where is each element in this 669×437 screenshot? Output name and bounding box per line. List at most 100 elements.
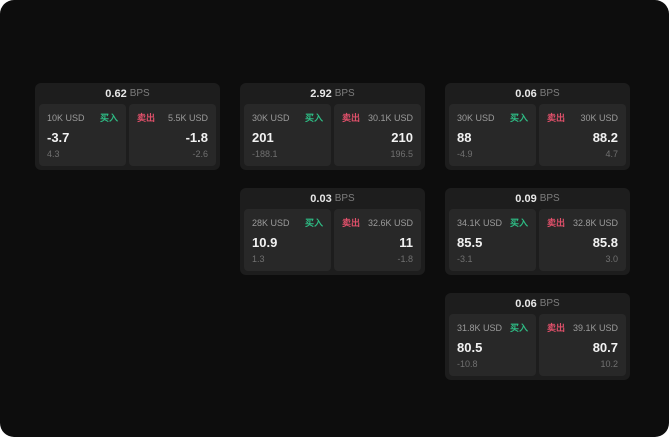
sell-panel-header: 卖出 30.1K USD	[342, 111, 413, 124]
quote-card: 0.06 BPS 31.8K USD 买入 80.5 -10.8 卖出 39.1…	[445, 293, 630, 380]
buy-side-label: 买入	[99, 113, 118, 123]
sell-price: 80.7	[592, 339, 618, 355]
quote-card: 0.09 BPS 34.1K USD 买入 85.5 -3.1 卖出 32.8K…	[445, 188, 630, 275]
buy-price: 88	[457, 129, 472, 145]
buy-sub-value: 4.3	[47, 149, 60, 159]
spread-value: 0.06	[515, 297, 537, 310]
buy-panel-header: 34.1K USD 买入	[457, 216, 528, 229]
sell-amount: 30.1K USD	[367, 112, 413, 123]
buy-panel-header: 30K USD 买入	[252, 111, 323, 124]
buy-price: 201	[252, 129, 274, 145]
buy-amount: 31.8K USD	[457, 322, 503, 333]
sell-panel-header: 卖出 32.8K USD	[547, 216, 618, 229]
spread-value: 0.09	[515, 192, 537, 205]
quote-panels: 10K USD 买入 -3.7 4.3 卖出 5.5K USD -1.8 -2.…	[39, 104, 216, 166]
buy-side-label: 买入	[509, 323, 528, 333]
sell-amount: 30K USD	[580, 112, 618, 123]
buy-panel-header: 30K USD 买入	[457, 111, 528, 124]
buy-amount: 30K USD	[252, 112, 290, 123]
spread-unit-label: BPS	[539, 88, 560, 99]
sell-panel-header: 卖出 32.6K USD	[342, 216, 413, 229]
sell-sub-value: 196.5	[390, 149, 413, 159]
spread-unit-label: BPS	[539, 298, 560, 309]
sell-side-label: 卖出	[137, 113, 156, 123]
sell-panel[interactable]: 卖出 32.8K USD 85.8 3.0	[539, 209, 626, 271]
buy-panel[interactable]: 28K USD 买入 10.9 1.3	[244, 209, 331, 271]
sell-side-label: 卖出	[547, 218, 566, 228]
sell-panel[interactable]: 卖出 30K USD 88.2 4.7	[539, 104, 626, 166]
buy-amount: 10K USD	[47, 112, 85, 123]
quotes-grid: 0.62 BPS 10K USD 买入 -3.7 4.3 卖出 5.5K USD…	[35, 83, 630, 380]
sell-side-label: 卖出	[342, 113, 361, 123]
buy-panel-header: 10K USD 买入	[47, 111, 118, 124]
buy-amount: 28K USD	[252, 217, 290, 228]
quote-panels: 31.8K USD 买入 80.5 -10.8 卖出 39.1K USD 80.…	[449, 314, 626, 376]
spread-unit-label: BPS	[129, 88, 150, 99]
buy-price: 80.5	[457, 339, 483, 355]
buy-sub-value: 1.3	[252, 254, 265, 264]
buy-panel[interactable]: 34.1K USD 买入 85.5 -3.1	[449, 209, 536, 271]
sell-sub-value: 10.2	[600, 359, 618, 369]
sell-amount: 5.5K USD	[167, 112, 208, 123]
buy-sub-value: -3.1	[457, 254, 473, 264]
sell-sub-value: -2.6	[192, 149, 208, 159]
buy-sub-value: -4.9	[457, 149, 473, 159]
spread-header: 0.62 BPS	[39, 83, 216, 104]
buy-price: 85.5	[457, 234, 483, 250]
buy-side-label: 买入	[509, 218, 528, 228]
sell-price: 11	[399, 234, 413, 250]
buy-amount: 30K USD	[457, 112, 495, 123]
spread-value: 2.92	[310, 87, 332, 100]
buy-panel-header: 28K USD 买入	[252, 216, 323, 229]
sell-sub-value: 4.7	[605, 149, 618, 159]
buy-side-label: 买入	[509, 113, 528, 123]
buy-price: 10.9	[252, 234, 278, 250]
sell-price: 85.8	[592, 234, 618, 250]
buy-price: -3.7	[47, 129, 70, 145]
sell-sub-value: -1.8	[397, 254, 413, 264]
quote-card: 0.62 BPS 10K USD 买入 -3.7 4.3 卖出 5.5K USD…	[35, 83, 220, 170]
buy-panel-header: 31.8K USD 买入	[457, 321, 528, 334]
sell-sub-value: 3.0	[605, 254, 618, 264]
spread-header: 0.03 BPS	[244, 188, 421, 209]
buy-sub-value: -10.8	[457, 359, 478, 369]
buy-panel[interactable]: 31.8K USD 买入 80.5 -10.8	[449, 314, 536, 376]
spread-header: 0.09 BPS	[449, 188, 626, 209]
spread-unit-label: BPS	[539, 193, 560, 204]
spread-value: 0.62	[105, 87, 127, 100]
sell-panel-header: 卖出 30K USD	[547, 111, 618, 124]
spread-header: 0.06 BPS	[449, 293, 626, 314]
buy-sub-value: -188.1	[252, 149, 278, 159]
quote-panels: 30K USD 买入 88 -4.9 卖出 30K USD 88.2 4.7	[449, 104, 626, 166]
buy-side-label: 买入	[304, 218, 323, 228]
spread-header: 2.92 BPS	[244, 83, 421, 104]
sell-amount: 39.1K USD	[572, 322, 618, 333]
spread-value: 0.06	[515, 87, 537, 100]
quote-panels: 28K USD 买入 10.9 1.3 卖出 32.6K USD 11 -1.8	[244, 209, 421, 271]
spread-header: 0.06 BPS	[449, 83, 626, 104]
sell-panel[interactable]: 卖出 39.1K USD 80.7 10.2	[539, 314, 626, 376]
sell-panel[interactable]: 卖出 30.1K USD 210 196.5	[334, 104, 421, 166]
sell-panel-header: 卖出 5.5K USD	[137, 111, 208, 124]
quote-card: 0.03 BPS 28K USD 买入 10.9 1.3 卖出 32.6K US…	[240, 188, 425, 275]
sell-panel-header: 卖出 39.1K USD	[547, 321, 618, 334]
buy-panel[interactable]: 30K USD 买入 201 -188.1	[244, 104, 331, 166]
quote-card: 0.06 BPS 30K USD 买入 88 -4.9 卖出 30K USD 8…	[445, 83, 630, 170]
buy-panel[interactable]: 10K USD 买入 -3.7 4.3	[39, 104, 126, 166]
quote-panels: 34.1K USD 买入 85.5 -3.1 卖出 32.8K USD 85.8…	[449, 209, 626, 271]
sell-panel[interactable]: 卖出 5.5K USD -1.8 -2.6	[129, 104, 216, 166]
sell-side-label: 卖出	[547, 113, 566, 123]
buy-amount: 34.1K USD	[457, 217, 503, 228]
sell-side-label: 卖出	[547, 323, 566, 333]
sell-panel[interactable]: 卖出 32.6K USD 11 -1.8	[334, 209, 421, 271]
sell-price: 210	[391, 129, 413, 145]
sell-side-label: 卖出	[342, 218, 361, 228]
spread-value: 0.03	[310, 192, 332, 205]
buy-panel[interactable]: 30K USD 买入 88 -4.9	[449, 104, 536, 166]
sell-price: -1.8	[185, 129, 208, 145]
spread-unit-label: BPS	[334, 193, 355, 204]
buy-side-label: 买入	[304, 113, 323, 123]
quote-panels: 30K USD 买入 201 -188.1 卖出 30.1K USD 210 1…	[244, 104, 421, 166]
quote-card: 2.92 BPS 30K USD 买入 201 -188.1 卖出 30.1K …	[240, 83, 425, 170]
